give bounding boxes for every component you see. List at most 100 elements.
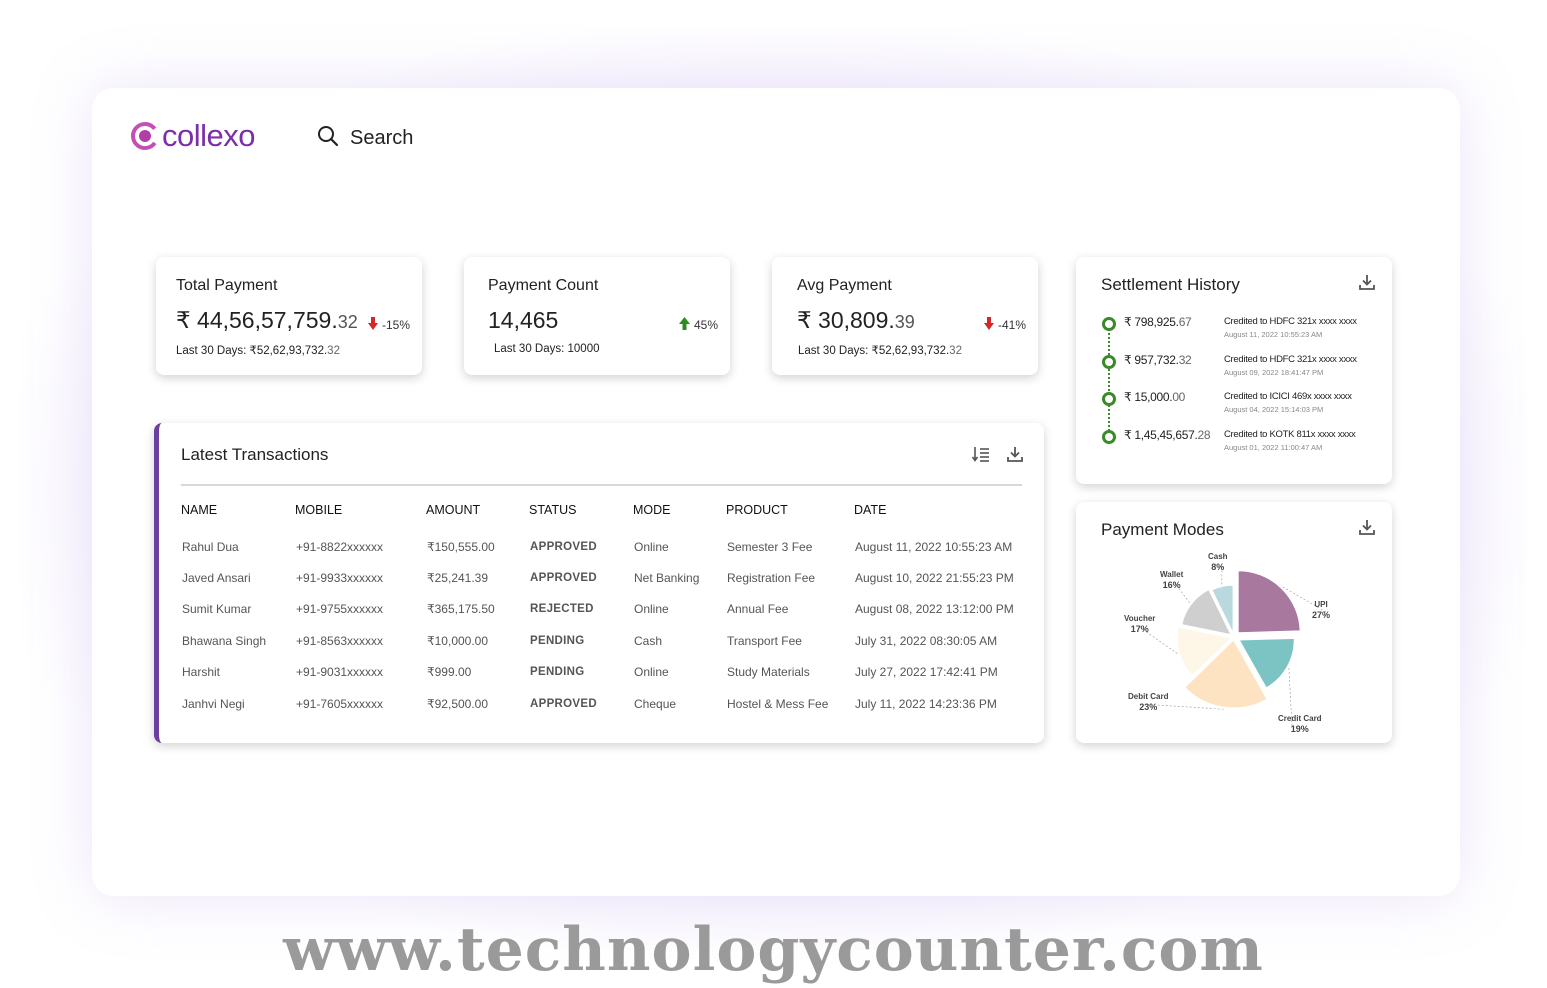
settlement-desc: Credited to KOTK 811x xxxx xxxx bbox=[1224, 429, 1356, 440]
cell-amount: ₹92,500.00 bbox=[427, 696, 489, 711]
pie-slice-wallet[interactable] bbox=[1181, 589, 1232, 636]
search-icon[interactable] bbox=[316, 124, 340, 153]
pie-label-wallet: Wallet 16% bbox=[1160, 570, 1183, 590]
pie-slice-debit-card[interactable] bbox=[1184, 639, 1268, 709]
column-header-mobile[interactable]: MOBILE bbox=[295, 503, 343, 517]
timeline-dot-icon bbox=[1102, 317, 1116, 331]
settlement-date: August 11, 2022 10:55:23 AM bbox=[1224, 330, 1323, 339]
pie-slice-credit-card[interactable] bbox=[1238, 637, 1295, 689]
cell-mobile: +91-9933xxxxxx bbox=[296, 571, 384, 586]
stat-title: Avg Payment bbox=[797, 277, 892, 294]
amount-main: ₹ 15,000. bbox=[1124, 390, 1173, 404]
arrow-up-icon bbox=[678, 317, 690, 333]
stat-sub-main: Last 30 Days: 10000 bbox=[494, 343, 600, 355]
logo[interactable]: collexo bbox=[130, 118, 256, 154]
cell-product: Semester 3 Fee bbox=[727, 539, 813, 554]
cell-name: Rahul Dua bbox=[182, 539, 239, 554]
timeline-dot-icon bbox=[1102, 355, 1116, 369]
settlement-item[interactable]: ₹ 15,000.00 Credited to ICICI 469x xxxx … bbox=[1102, 390, 1382, 420]
pie-leader-line bbox=[1137, 625, 1178, 654]
dashboard-window: collexo Search Total Payment ₹ 44,56,57,… bbox=[92, 88, 1460, 896]
settlement-desc: Credited to ICICI 469x xxxx xxxx bbox=[1224, 391, 1352, 402]
cell-mode: Net Banking bbox=[634, 571, 700, 586]
pie-label-pct: 17% bbox=[1130, 624, 1149, 634]
column-header-product[interactable]: PRODUCT bbox=[726, 503, 788, 517]
cell-mobile: +91-7605xxxxxx bbox=[296, 696, 384, 711]
settlement-history-panel: Settlement History ₹ 798,925.67 Credited… bbox=[1076, 257, 1392, 484]
cell-product: Annual Fee bbox=[727, 602, 789, 617]
download-icon[interactable] bbox=[1358, 518, 1376, 541]
payment-modes-pie-chart: UPI 27% Credit Card 19% Debit Card 23% Voucher… bbox=[1076, 542, 1392, 737]
search-label: Search bbox=[350, 127, 414, 149]
column-header-date[interactable]: DATE bbox=[854, 503, 887, 517]
cell-mode: Online bbox=[634, 539, 669, 554]
pie-label-credit-card: Credit Card 19% bbox=[1278, 714, 1322, 734]
arrow-down-icon bbox=[367, 317, 378, 333]
table-row[interactable]: Harshit +91-9031xxxxxx ₹999.00 PENDING O… bbox=[179, 657, 1024, 688]
cell-mode: Online bbox=[634, 602, 669, 617]
payment-modes-panel: Payment Modes UPI 27% Credit Card 19% Debit … bbox=[1076, 502, 1392, 743]
download-icon[interactable] bbox=[1006, 445, 1024, 468]
cell-date: July 11, 2022 14:23:36 PM bbox=[855, 696, 997, 711]
table-row[interactable]: Bhawana Singh +91-8563xxxxxx ₹10,000.00 … bbox=[179, 625, 1024, 656]
pie-label-name: Cash bbox=[1208, 552, 1228, 561]
stat-change-value: 45% bbox=[693, 318, 718, 332]
panel-title: Settlement History bbox=[1101, 275, 1240, 294]
cell-status: APPROVED bbox=[530, 540, 597, 553]
table-row[interactable]: Janhvi Negi +91-7605xxxxxx ₹92,500.00 AP… bbox=[179, 688, 1024, 719]
cell-product: Registration Fee bbox=[727, 571, 816, 586]
stat-value: ₹ 30,809.39 bbox=[797, 307, 915, 334]
stat-sub-main: Last 30 Days: ₹52,62,93,732. bbox=[176, 345, 328, 357]
cell-date: August 10, 2022 21:55:23 PM bbox=[855, 571, 1014, 586]
cell-status: REJECTED bbox=[530, 603, 594, 616]
settlement-desc: Credited to HDFC 321x xxxx xxxx bbox=[1224, 354, 1357, 365]
column-header-status[interactable]: STATUS bbox=[529, 503, 577, 517]
cell-status: PENDING bbox=[530, 666, 585, 679]
settlement-item[interactable]: ₹ 1,45,45,657.28 Credited to KOTK 811x x… bbox=[1102, 428, 1382, 458]
cell-date: July 31, 2022 08:30:05 AM bbox=[855, 633, 998, 648]
column-header-amount[interactable]: AMOUNT bbox=[426, 503, 481, 517]
amount-decimal: 32 bbox=[1178, 353, 1192, 367]
cell-amount: ₹365,175.50 bbox=[427, 602, 495, 617]
cell-amount: ₹10,000.00 bbox=[427, 633, 489, 648]
pie-label-name: Debit Card bbox=[1128, 692, 1169, 701]
cell-product: Hostel & Mess Fee bbox=[727, 696, 829, 711]
settlement-date: August 09, 2022 18:41:47 PM bbox=[1224, 368, 1324, 377]
timeline-dot-icon bbox=[1102, 430, 1116, 444]
settlement-date: August 01, 2022 11:00:47 AM bbox=[1224, 443, 1323, 452]
pie-slice-upi[interactable] bbox=[1237, 570, 1301, 634]
pie-leader-line bbox=[1173, 581, 1190, 603]
pie-slice-cash[interactable] bbox=[1211, 584, 1234, 634]
pie-label-upi: UPI 27% bbox=[1312, 600, 1330, 620]
search-bar[interactable]: Search bbox=[316, 124, 413, 153]
cell-date: August 08, 2022 13:12:00 PM bbox=[855, 602, 1014, 617]
table-header-row: NAME MOBILE AMOUNT STATUS MODE PRODUCT D… bbox=[179, 503, 1024, 531]
stat-change: -41% bbox=[983, 317, 1026, 333]
stat-card-payment-count: Payment Count 14,465 45% Last 30 Days: 1… bbox=[464, 257, 730, 375]
pie-label-cash: Cash 8% bbox=[1208, 552, 1228, 572]
settlement-item[interactable]: ₹ 957,732.32 Credited to HDFC 321x xxxx … bbox=[1102, 353, 1382, 383]
cell-mobile: +91-8822xxxxxx bbox=[296, 539, 384, 554]
cell-name: Sumit Kumar bbox=[182, 602, 252, 617]
stat-sub-decimal: 32 bbox=[949, 345, 962, 357]
divider bbox=[181, 484, 1022, 486]
table-row[interactable]: Sumit Kumar +91-9755xxxxxx ₹365,175.50 R… bbox=[179, 594, 1024, 625]
settlement-item[interactable]: ₹ 798,925.67 Credited to HDFC 321x xxxx … bbox=[1102, 315, 1382, 345]
table-row[interactable]: Javed Ansari +91-9933xxxxxx ₹25,241.39 A… bbox=[179, 562, 1024, 593]
pie-slice-voucher[interactable] bbox=[1176, 626, 1233, 677]
settlement-amount: ₹ 798,925.67 bbox=[1124, 315, 1192, 329]
column-header-name[interactable]: NAME bbox=[181, 503, 218, 517]
cell-amount: ₹25,241.39 bbox=[427, 571, 489, 586]
cell-name: Javed Ansari bbox=[182, 571, 251, 586]
pie-leader-line bbox=[1282, 586, 1327, 613]
download-icon[interactable] bbox=[1358, 273, 1376, 296]
table-row[interactable]: Rahul Dua +91-8822xxxxxx ₹150,555.00 APP… bbox=[179, 531, 1024, 562]
pie-label-pct: 27% bbox=[1312, 610, 1331, 620]
pie-label-name: UPI bbox=[1314, 600, 1328, 609]
stat-value-main: ₹ 30,809. bbox=[797, 307, 895, 333]
column-header-mode[interactable]: MODE bbox=[633, 503, 671, 517]
sort-icon[interactable] bbox=[971, 445, 990, 468]
pie-label-voucher: Voucher 17% bbox=[1124, 614, 1155, 634]
cell-date: July 27, 2022 17:42:41 PM bbox=[855, 665, 998, 680]
pie-label-debit-card: Debit Card 23% bbox=[1128, 692, 1168, 712]
